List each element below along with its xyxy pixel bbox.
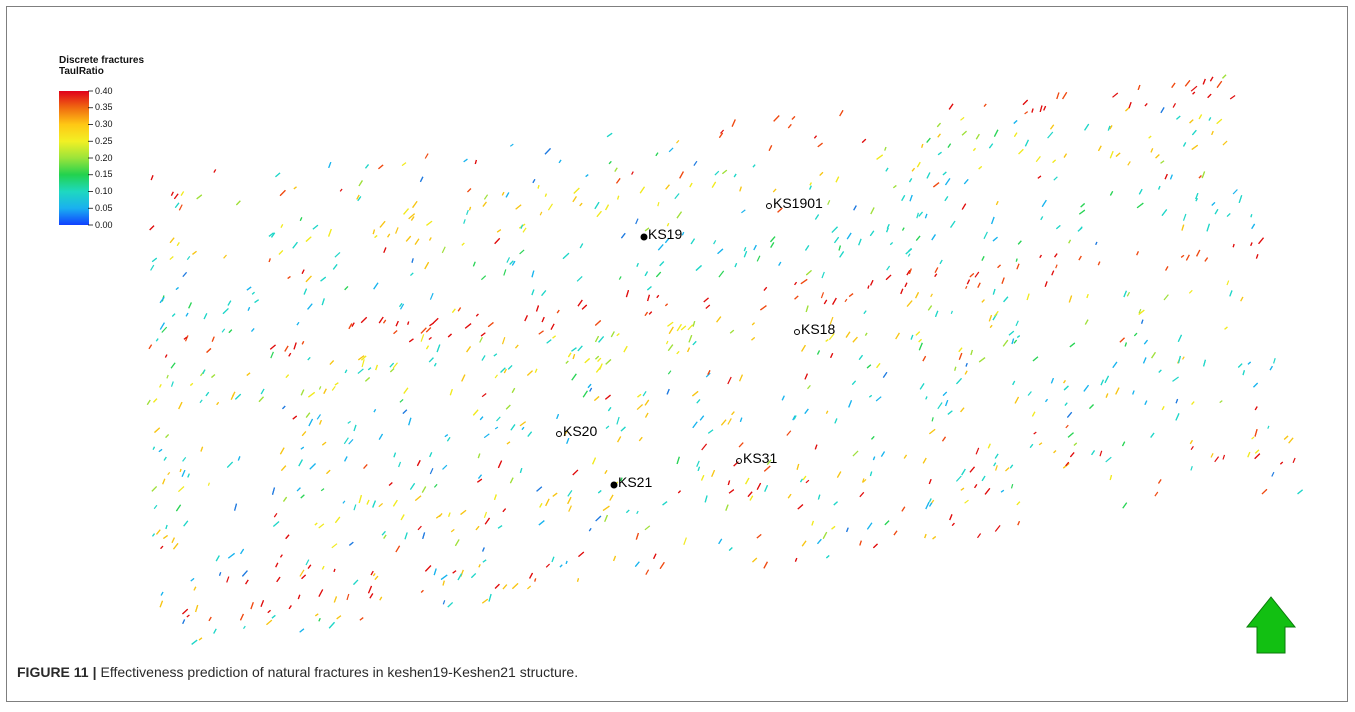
figure-frame: Discrete fractures TaulRatio 0.40 0.35 0.3…: [6, 6, 1348, 702]
well-label-ks20: KS20: [563, 423, 598, 439]
legend-tick-label: 0.00: [95, 219, 113, 230]
well-label-ks19: KS19: [648, 226, 683, 242]
legend-tick-label: 0.25: [95, 135, 113, 146]
well-label-ks1901: KS1901: [773, 195, 823, 211]
north-arrow-icon: [1245, 596, 1297, 654]
well-marker-ks19: [640, 233, 648, 241]
legend-gradient: [59, 91, 89, 225]
well-marker-ks20: [556, 431, 562, 437]
figure-caption: FIGURE 11 | Effectiveness prediction of na…: [17, 664, 578, 680]
legend-tick-label: 0.10: [95, 186, 113, 196]
caption-separator: |: [92, 664, 97, 680]
legend-tick-label: 0.05: [95, 202, 113, 213]
well-label-ks31: KS31: [743, 450, 778, 466]
fracture-field: [146, 74, 1303, 645]
fracture-map: [59, 74, 1303, 654]
well-marker-ks21: [610, 481, 618, 489]
well-label-ks18: KS18: [801, 321, 836, 337]
well-label-ks21: KS21: [618, 474, 653, 490]
legend-title-line1: Discrete fractures: [59, 55, 145, 66]
caption-text: Effectiveness prediction of natural frac…: [100, 664, 579, 680]
caption-figure-label: FIGURE 11: [17, 664, 89, 680]
legend-tick-label: 0.30: [95, 119, 113, 129]
legend-tick-label: 0.35: [95, 102, 113, 113]
well-marker-ks31: [736, 458, 742, 464]
well-marker-ks18: [794, 329, 800, 335]
well-marker-ks1901: [766, 203, 772, 209]
well-markers: [556, 203, 800, 489]
legend-tick-label: 0.20: [95, 152, 113, 163]
legend-color-bar: [59, 90, 93, 226]
legend-tick-label: 0.40: [95, 85, 113, 96]
legend-title-line2: TaulRatio: [59, 66, 104, 77]
legend-tick-label: 0.15: [95, 169, 113, 180]
